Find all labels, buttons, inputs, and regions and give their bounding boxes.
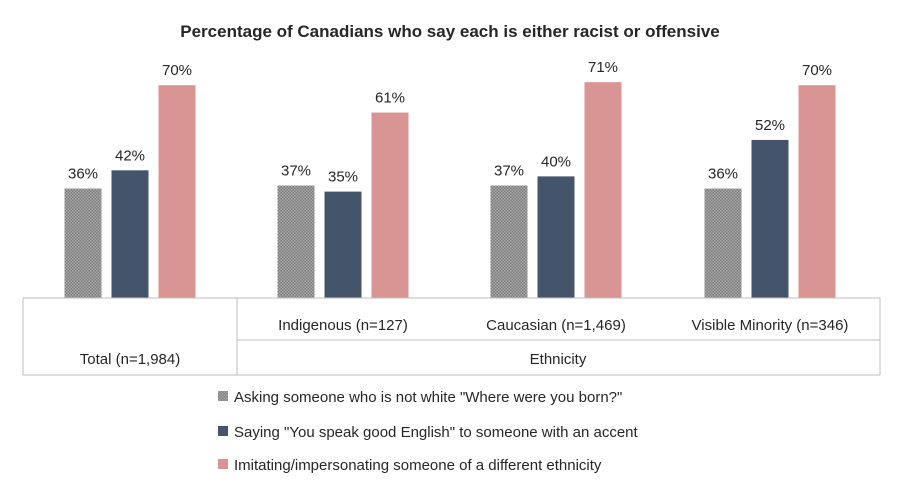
- data-label: 37%: [281, 163, 311, 180]
- data-label: 61%: [375, 90, 405, 107]
- bar: [537, 176, 575, 298]
- legend-swatch: [218, 391, 228, 401]
- legend-label: Imitating/impersonating someone of a dif…: [234, 457, 602, 474]
- chart-title: Percentage of Canadians who say each is …: [180, 22, 719, 41]
- category-label: Caucasian (n=1,469): [486, 317, 626, 334]
- bar: [64, 188, 102, 298]
- data-label: 36%: [708, 166, 738, 183]
- data-label: 70%: [162, 62, 192, 79]
- bar: [277, 185, 315, 298]
- category-label: Indigenous (n=127): [278, 317, 408, 334]
- data-label: 35%: [328, 169, 358, 186]
- data-label: 40%: [541, 153, 571, 170]
- bar: [371, 112, 409, 298]
- data-label: 71%: [588, 59, 618, 76]
- bar: [111, 170, 149, 298]
- data-label: 36%: [68, 166, 98, 183]
- data-label: 70%: [802, 62, 832, 79]
- bar: [798, 85, 836, 298]
- bar: [158, 85, 196, 298]
- legend-swatch: [218, 426, 228, 436]
- data-label: 42%: [115, 147, 145, 164]
- category-label: Total (n=1,984): [80, 351, 180, 368]
- group-label: Ethnicity: [530, 351, 587, 368]
- bar: [584, 82, 622, 298]
- data-label: 37%: [494, 163, 524, 180]
- data-label: 52%: [755, 117, 785, 134]
- bar: [490, 185, 528, 298]
- legend-label: Asking someone who is not white "Where w…: [234, 389, 622, 406]
- bar: [704, 188, 742, 298]
- category-label: Visible Minority (n=346): [692, 317, 849, 334]
- legend-label: Saying "You speak good English" to someo…: [234, 424, 639, 441]
- legend-swatch: [218, 459, 228, 469]
- bar: [324, 191, 362, 298]
- bar: [751, 139, 789, 298]
